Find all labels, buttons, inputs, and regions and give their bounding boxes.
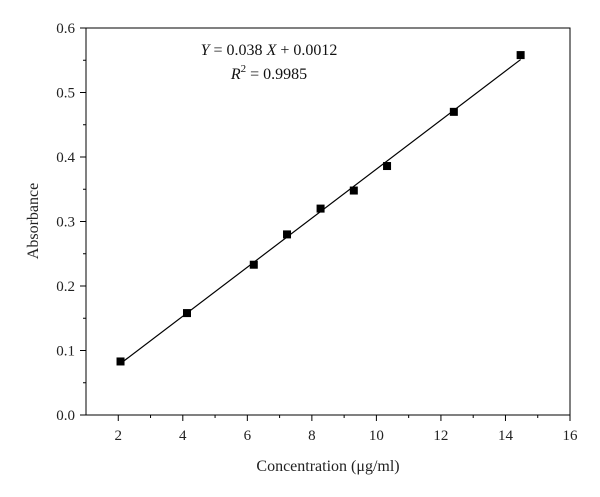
x-tick-label: 12 (433, 428, 448, 444)
y-tick-label: 0.5 (56, 86, 75, 102)
y-tick-label: 0.0 (56, 408, 75, 424)
data-point (182, 309, 191, 318)
x-axis-title: Concentration (μg/ml) (256, 458, 399, 475)
data-point (283, 230, 292, 239)
regression-equation: Y = 0.038 X + 0.0012 (201, 42, 338, 59)
data-point (516, 51, 525, 60)
y-tick-label: 0.4 (56, 150, 75, 166)
data-points (116, 51, 525, 366)
r-squared-label: R2 = 0.9985 (230, 63, 307, 83)
y-tick-label: 0.3 (56, 215, 75, 231)
data-point (316, 204, 325, 213)
axis-tick-labels: 2 4 6 8 10 12 14 16 0.0 0.1 0.2 0.3 0.4 0.5 0.6 (56, 21, 578, 444)
x-tick-label: 2 (115, 428, 123, 444)
y-tick-label: 0.2 (56, 279, 75, 295)
x-tick-label: 6 (244, 428, 252, 444)
data-point (349, 186, 358, 195)
y-axis-title: Absorbance (25, 183, 42, 259)
x-tick-label: 14 (498, 428, 514, 444)
y-tick-label: 0.1 (56, 344, 75, 360)
x-tick-label: 8 (308, 428, 316, 444)
x-tick-label: 10 (369, 428, 384, 444)
plot-frame (85, 27, 571, 416)
data-point (116, 357, 125, 366)
y-tick-label: 0.6 (56, 21, 75, 37)
data-point (383, 162, 392, 171)
axis-ticks (80, 27, 571, 421)
x-tick-label: 16 (563, 428, 579, 444)
data-point (449, 107, 458, 116)
x-tick-label: 4 (179, 428, 187, 444)
data-point (249, 260, 258, 269)
